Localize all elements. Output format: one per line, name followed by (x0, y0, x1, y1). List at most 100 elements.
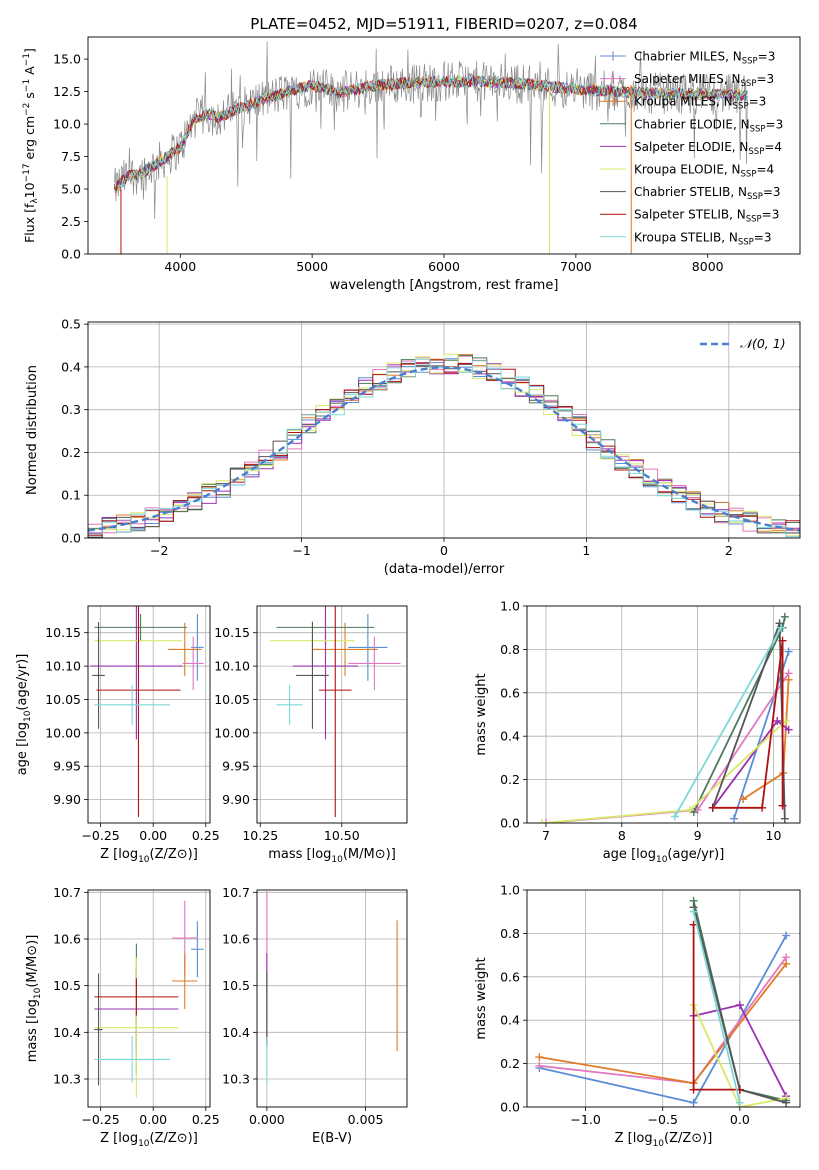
weight-series-chabrier-miles (730, 647, 793, 823)
residuals-plot-area (88, 353, 800, 538)
weight-point (777, 623, 786, 632)
weight-line (674, 627, 782, 817)
weight-point (538, 819, 547, 823)
errorbar-salpeter-miles (182, 636, 204, 691)
errorbar-salpeter-stelib (94, 978, 179, 1016)
x-tick-label: 0.25 (192, 1112, 220, 1127)
weight-line (733, 651, 790, 819)
y-tick-label: 10.5 (222, 978, 250, 993)
y-tick-label: 9.95 (222, 759, 250, 774)
weight-point (535, 1061, 544, 1070)
y-axis-label: Flux [fλ10−17 erg cm−2 s−1 A−1] (22, 48, 40, 243)
spectrum-legend: Chabrier MILES, NSSP=3 Salpeter MILES, NS… (600, 50, 783, 247)
y-tick-label: 0.0 (500, 1100, 520, 1115)
x-tick-label: 0.005 (348, 1112, 384, 1127)
mass_vs_ebv-panel: 0.000 0.005 10.3 10.4 10.5 10.6 10.7 E(B-V) (222, 885, 408, 1146)
y-tick-label: 0.8 (500, 642, 520, 657)
y-tick-label: 0.0 (61, 247, 81, 262)
y-tick-label: 10.7 (222, 885, 250, 900)
y-tick-label: 0.0 (61, 531, 81, 546)
legend-label: Kroupa ELODIE, NSSP=4 (634, 163, 774, 180)
weight-point (773, 717, 782, 726)
x-tick-label: 10 (766, 828, 782, 843)
y-tick-label: 10.5 (53, 978, 81, 993)
y-tick-label: 0.0 (500, 816, 520, 831)
errorbar-kroupa-miles (167, 622, 202, 677)
x-axis-label: Z [log10(Z/Z⊙)] (100, 847, 198, 865)
y-tick-label: 9.95 (53, 759, 81, 774)
weight-point (784, 675, 793, 684)
errorbar-salpeter-miles (348, 636, 401, 691)
errorbar-chabrier-miles (191, 921, 204, 978)
weight-point (784, 725, 793, 734)
axes-frame (87, 321, 801, 539)
x-axis-label: Z [log10(Z/Z⊙)] (615, 1131, 713, 1149)
x-tick-label: −0.25 (81, 828, 119, 843)
y-tick-label: 10.6 (53, 932, 81, 947)
y-axis-label: age [log10(age/yr)] (15, 654, 33, 776)
x-axis-label: (data-model)/error (384, 562, 505, 577)
weight-point (708, 803, 717, 812)
x-tick-label: −0.25 (81, 1112, 119, 1127)
x-tick-label: 0.0 (730, 1112, 750, 1127)
weight-point (735, 1001, 744, 1010)
weight-line (545, 672, 790, 823)
mass_vs_ebv-plot-area (266, 892, 398, 1084)
y-tick-label: 5.0 (61, 182, 81, 197)
mass_vs_Z-panel: −0.25 0.00 0.25 10.3 10.4 10.5 10.6 10.7 Z [log1… (25, 885, 220, 1149)
y-tick-label: 12.5 (53, 84, 81, 99)
weight-point (784, 647, 793, 656)
y-tick-label: 0.4 (61, 359, 81, 374)
y-tick-label: 10.10 (214, 659, 250, 674)
legend-label: Salpeter STELIB, NSSP=3 (634, 208, 779, 225)
spectrum-plot-area (114, 41, 748, 254)
y-tick-label: 10.00 (214, 725, 250, 740)
y-tick-label: 10.7 (53, 885, 81, 900)
y-axis-label: mass [log10(M/M⊙)] (25, 935, 43, 1063)
weight-point (730, 814, 739, 823)
weight-point (758, 803, 767, 812)
y-tick-label: 0.6 (500, 969, 520, 984)
y-tick-label: 10.6 (222, 932, 250, 947)
y-tick-label: 10.3 (53, 1072, 81, 1087)
weight-series-kroupa-elodie (538, 717, 790, 823)
weight-point (686, 805, 695, 814)
y-tick-label: 10.4 (222, 1025, 250, 1040)
weight-point (535, 1053, 544, 1062)
x-tick-label: 4000 (164, 259, 196, 274)
legend-label: Kroupa MILES, NSSP=3 (634, 95, 766, 112)
legend-label: Chabrier ELODIE, NSSP=3 (634, 117, 783, 134)
age_vs_mass-plot-area (270, 606, 401, 817)
x-tick-label: 8 (618, 828, 626, 843)
y-tick-label: 10.10 (45, 659, 81, 674)
y-tick-label: 0.6 (500, 685, 520, 700)
x-tick-label: 6000 (428, 259, 460, 274)
chart-title: PLATE=0452, MJD=51911, FIBERID=0207, z=0… (250, 15, 637, 33)
x-tick-label: 7000 (560, 259, 592, 274)
y-axis-label: mass weight (474, 673, 489, 755)
y-tick-label: 9.90 (222, 792, 250, 807)
x-axis-label: E(B-V) (312, 1131, 352, 1146)
mass_vs_Z-plot-area (94, 900, 204, 1098)
legend-label: Kroupa STELIB, NSSP=3 (634, 230, 772, 247)
age_vs_mass-panel: 10.25 10.50 9.90 9.95 10.00 10.05 10.10 10.15 ma… (214, 605, 408, 865)
errorbar-chabrier-miles (348, 614, 388, 681)
age_vs_Z-plot-area (90, 606, 204, 817)
weight_vs_age-plot-area (538, 612, 793, 823)
y-tick-label: 0.8 (500, 926, 520, 941)
legend-label: Salpeter ELODIE, NSSP=4 (634, 140, 782, 157)
x-tick-label: 0.25 (192, 828, 220, 843)
weight-point (689, 1098, 698, 1107)
weight-point (735, 1098, 744, 1107)
y-tick-label: 10.0 (53, 117, 81, 132)
weight_vs_age-panel: 7 8 9 10 0.0 0.2 0.4 0.6 0.8 1.0 age [log10(age/yr… (474, 599, 801, 865)
y-axis-label: mass weight (474, 957, 489, 1039)
x-axis-label: mass [log10(M/M⊙)] (268, 847, 396, 865)
x-tick-label: −0.5 (648, 1112, 678, 1127)
legend-label: Chabrier MILES, NSSP=3 (634, 50, 775, 67)
axes-frame (87, 36, 801, 255)
errorbar-kroupa-stelib (276, 684, 303, 725)
errorbar-kroupa-miles (172, 953, 198, 1009)
y-tick-label: 10.05 (45, 692, 81, 707)
weight-point (689, 1085, 698, 1094)
